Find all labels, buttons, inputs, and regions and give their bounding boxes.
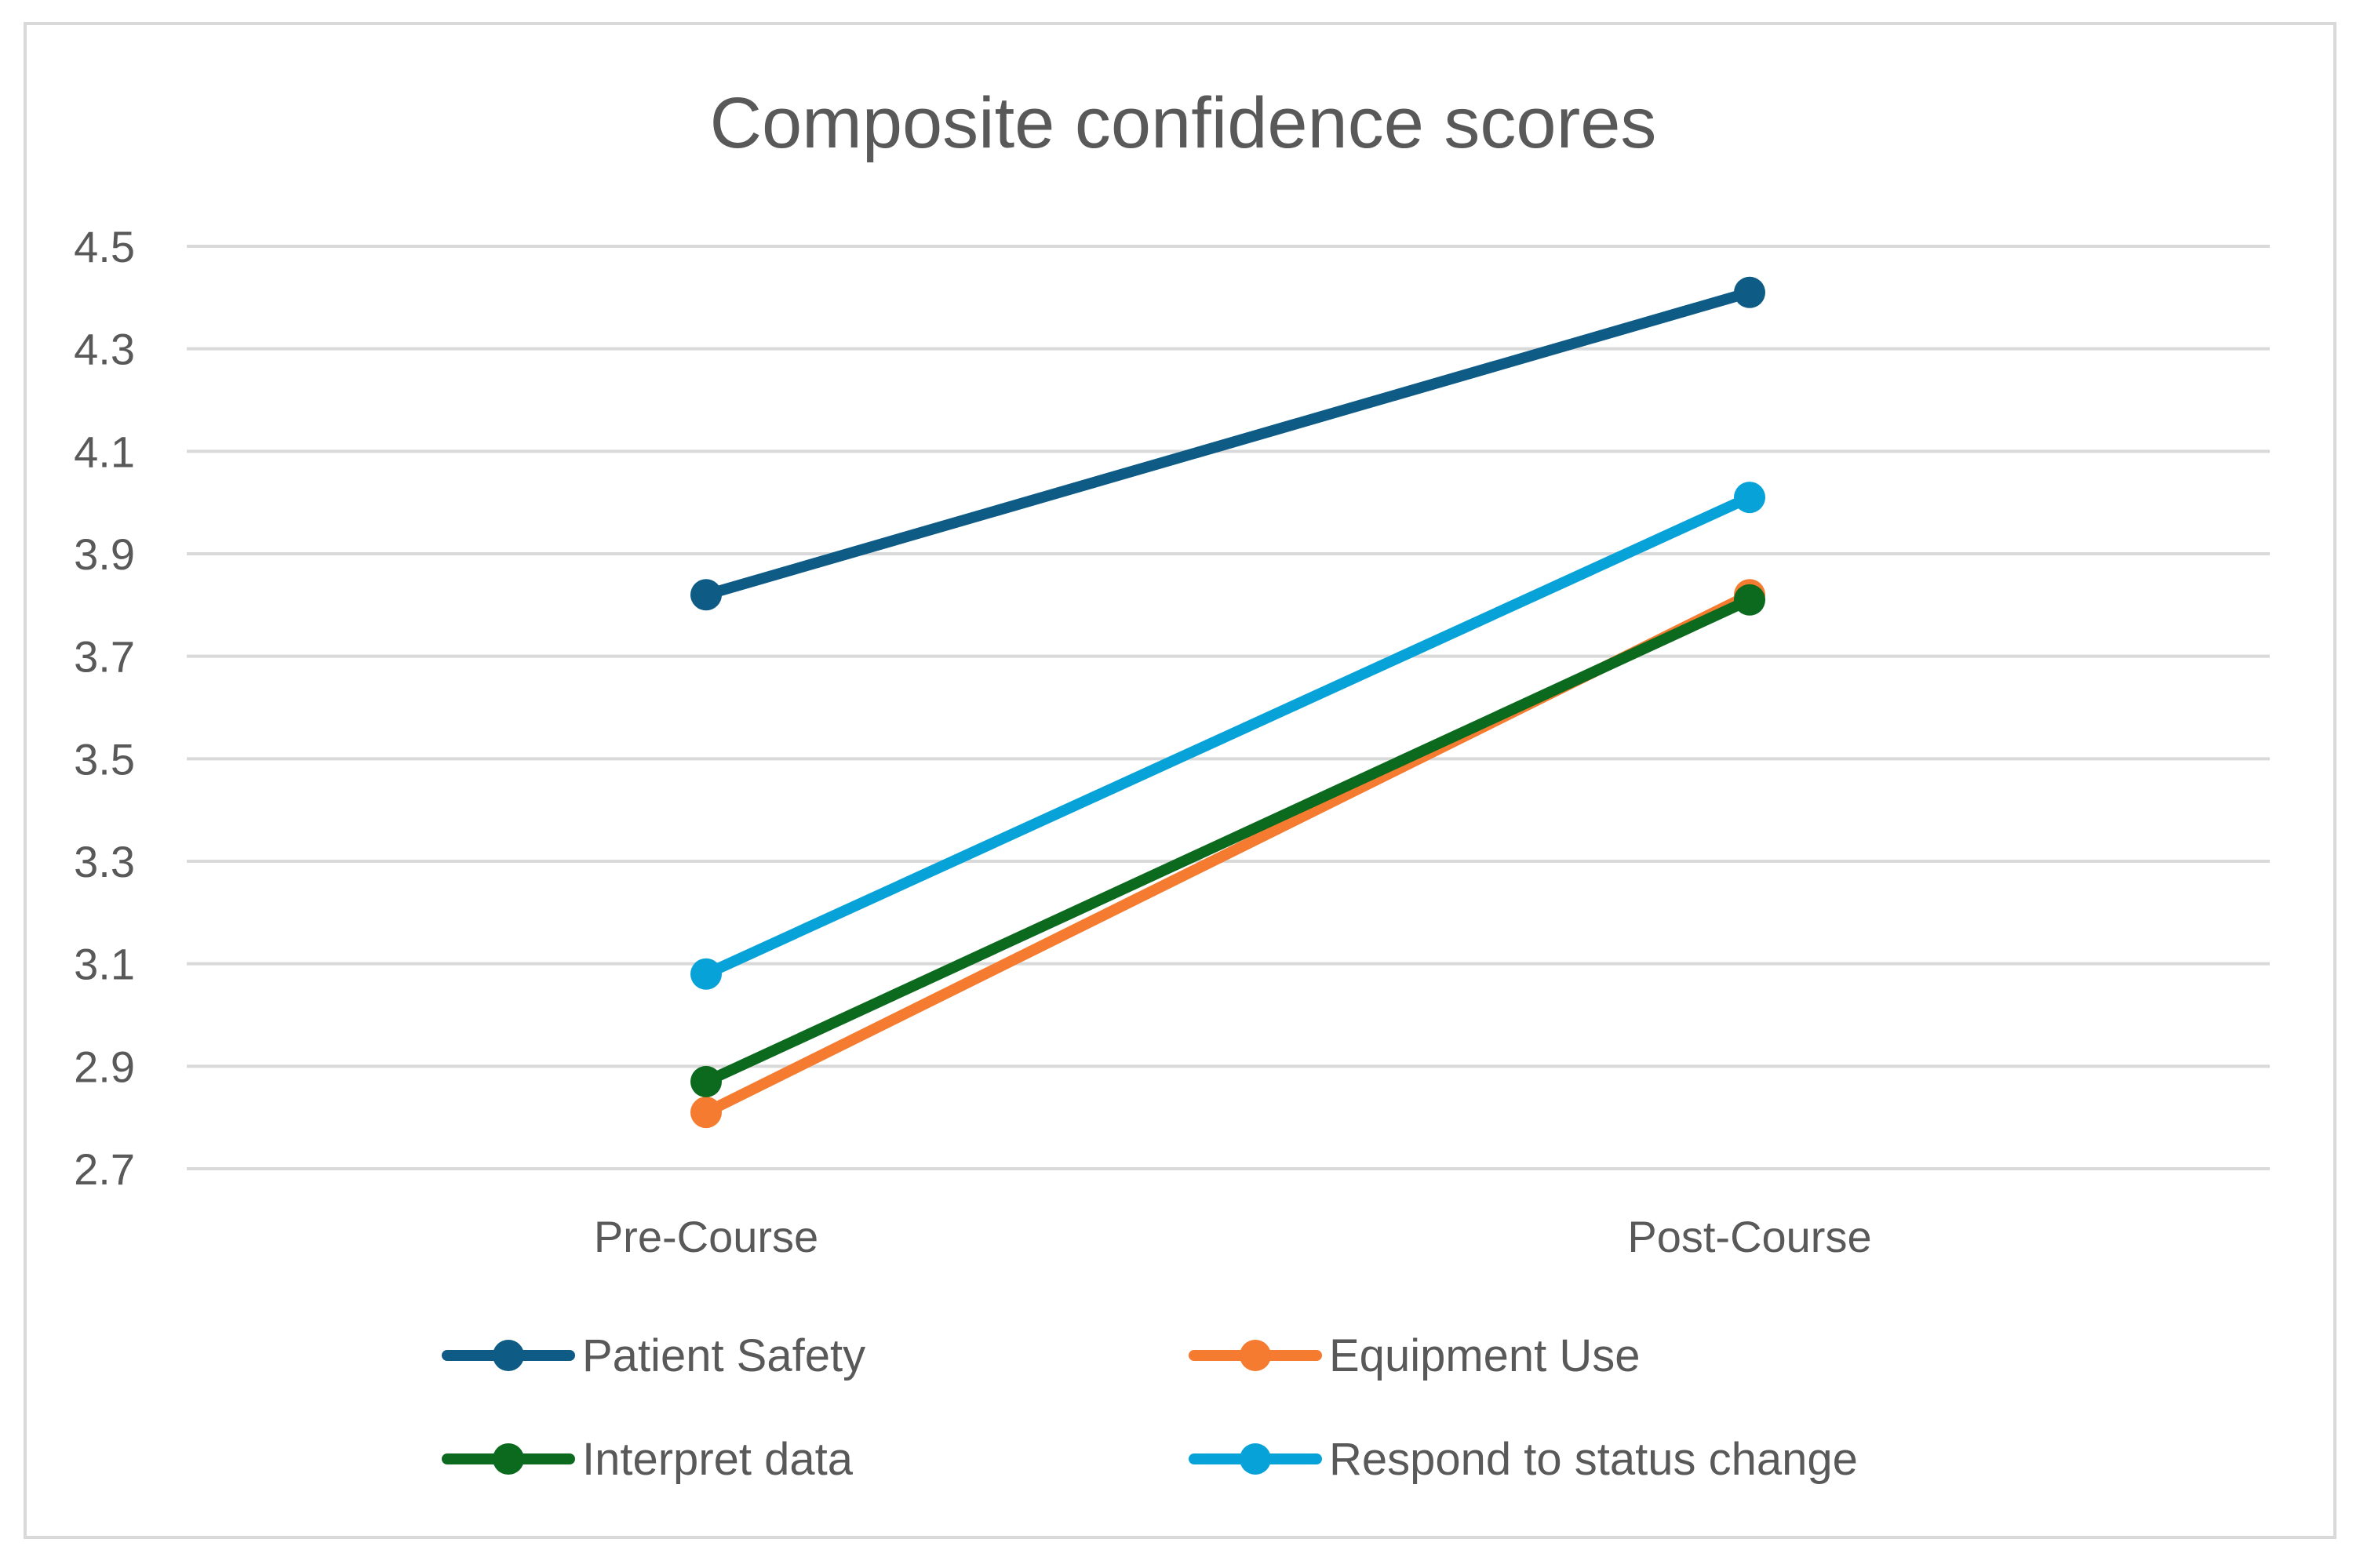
data-point: [1734, 482, 1765, 514]
series-3: [690, 482, 1765, 990]
data-point: [1734, 584, 1765, 616]
series-2: [690, 584, 1765, 1097]
legend-label: Interpret data: [582, 1434, 854, 1485]
legend-label: Respond to status change: [1329, 1434, 1858, 1485]
x-tick-label: Pre-Course: [594, 1212, 818, 1261]
data-point: [690, 958, 722, 990]
legend-item: Patient Safety: [442, 1330, 865, 1381]
y-tick-label: 3.5: [74, 734, 135, 784]
legend: Patient Safety Equipment Use Interpret dat…: [442, 1330, 1858, 1485]
legend-swatch-marker: [1240, 1340, 1271, 1371]
legend-swatch-marker: [1240, 1443, 1271, 1475]
y-tick-label: 4.1: [74, 427, 135, 476]
data-point: [690, 1097, 722, 1129]
y-tick-label: 3.7: [74, 632, 135, 682]
legend-item: Respond to status change: [1189, 1434, 1858, 1485]
legend-label: Patient Safety: [582, 1330, 865, 1381]
chart-title: Composite confidence scores: [710, 83, 1657, 163]
legend-item: Interpret data: [442, 1434, 854, 1485]
y-tick-label: 3.3: [74, 837, 135, 886]
series-line: [701, 492, 1755, 980]
data-point: [690, 1065, 722, 1097]
data-point: [690, 579, 722, 611]
x-tick-label: Post-Course: [1627, 1212, 1871, 1261]
series-group: [690, 276, 1765, 1129]
series-line: [701, 594, 1755, 1087]
series-0: [690, 276, 1765, 611]
legend-label: Equipment Use: [1329, 1330, 1641, 1381]
y-axis-ticks: 4.5 4.3 4.1 3.9 3.7 3.5 3.3 3.1 2.9 2.7: [74, 222, 135, 1194]
y-tick-label: 4.5: [74, 222, 135, 271]
x-axis-ticks: Pre-Course Post-Course: [594, 1212, 1872, 1261]
chart-frame: [24, 22, 2336, 1539]
legend-swatch-marker: [493, 1340, 524, 1371]
series-line: [701, 286, 1755, 601]
y-tick-label: 4.3: [74, 325, 135, 374]
y-tick-label: 3.9: [74, 529, 135, 579]
data-point: [1734, 276, 1765, 308]
legend-item: Equipment Use: [1189, 1330, 1641, 1381]
y-tick-label: 3.1: [74, 940, 135, 989]
grid-lines: [187, 245, 2270, 1170]
y-tick-label: 2.7: [74, 1144, 135, 1194]
y-tick-label: 2.9: [74, 1042, 135, 1091]
legend-swatch-marker: [493, 1443, 524, 1475]
